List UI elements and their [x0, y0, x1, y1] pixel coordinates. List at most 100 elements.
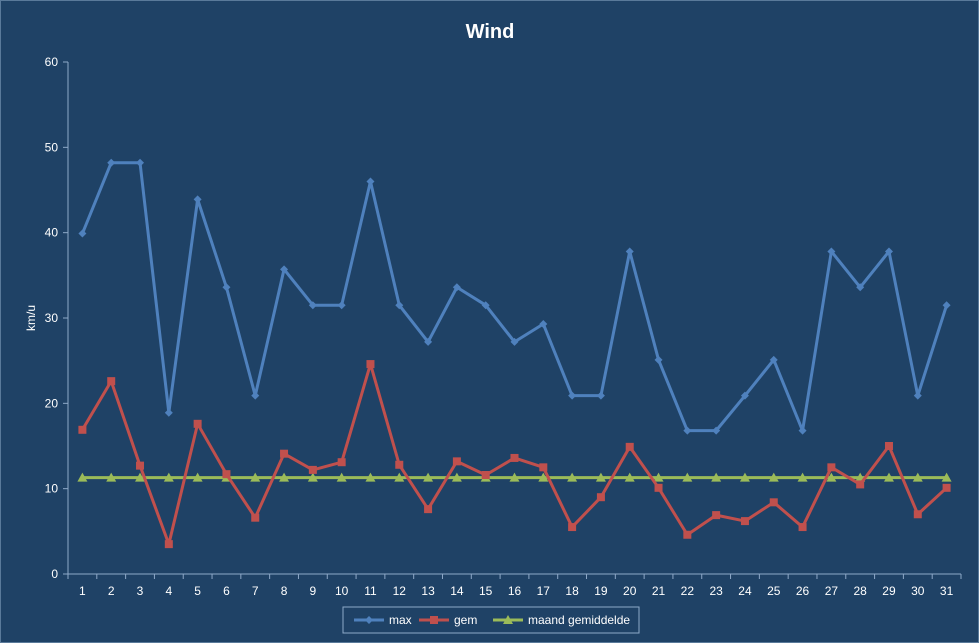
x-tick-label: 26: [796, 584, 810, 598]
data-point-maand-gemiddelde: [279, 472, 290, 482]
data-point-gem: [539, 463, 548, 472]
data-point-max: [395, 301, 404, 310]
data-point-gem: [424, 505, 433, 514]
data-point-maand-gemiddelde: [77, 472, 88, 482]
data-point-gem: [568, 523, 577, 532]
x-tick-label: 15: [479, 584, 493, 598]
data-point-gem: [280, 449, 289, 458]
y-tick-label: 20: [45, 396, 59, 410]
data-point-gem: [683, 530, 692, 539]
x-tick-label: 28: [853, 584, 867, 598]
data-point-gem: [193, 419, 202, 428]
data-point-max: [107, 158, 116, 167]
y-tick-label: 10: [45, 482, 59, 496]
data-point-maand-gemiddelde: [711, 472, 722, 482]
data-point-max: [481, 301, 490, 310]
data-point-gem: [856, 480, 865, 489]
x-tick-label: 24: [738, 584, 752, 598]
data-point-max: [452, 283, 461, 292]
legend-marker: [430, 616, 438, 624]
legend-label: gem: [454, 613, 477, 627]
data-point-maand-gemiddelde: [365, 472, 376, 482]
data-point-gem: [625, 442, 634, 451]
x-tick-label: 13: [421, 584, 435, 598]
data-point-max: [913, 391, 922, 400]
data-point-max: [827, 247, 836, 256]
data-point-gem: [136, 461, 145, 470]
x-tick-label: 10: [335, 584, 349, 598]
x-tick-label: 12: [393, 584, 407, 598]
legend: max gem maand gemiddelde: [342, 606, 640, 634]
data-point-max: [510, 337, 519, 346]
data-point-gem: [366, 360, 375, 369]
data-point-gem: [654, 483, 663, 492]
x-tick-label: 3: [137, 584, 144, 598]
data-point-maand-gemiddelde: [394, 472, 405, 482]
x-tick-label: 1: [79, 584, 86, 598]
data-point-max: [683, 426, 692, 435]
legend-marker: [503, 615, 513, 624]
legend-marker: [365, 616, 373, 624]
x-tick-label: 2: [108, 584, 115, 598]
data-point-maand-gemiddelde: [451, 472, 462, 482]
data-point-max: [222, 283, 231, 292]
data-point-max: [942, 301, 951, 310]
x-tick-label: 20: [623, 584, 637, 598]
data-point-max: [856, 283, 865, 292]
data-point-gem: [798, 523, 807, 532]
data-point-gem: [337, 458, 346, 467]
data-point-gem: [740, 517, 749, 526]
data-point-max: [424, 337, 433, 346]
x-tick-label: 7: [252, 584, 259, 598]
data-point-gem: [712, 511, 721, 520]
x-tick-label: 14: [450, 584, 464, 598]
data-point-maand-gemiddelde: [106, 472, 117, 482]
data-point-gem: [452, 457, 461, 466]
data-point-max: [740, 391, 749, 400]
data-point-max: [712, 426, 721, 435]
y-tick-label: 50: [45, 140, 59, 154]
x-tick-label: 19: [594, 584, 608, 598]
data-point-maand-gemiddelde: [567, 472, 578, 482]
data-point-maand-gemiddelde: [797, 472, 808, 482]
y-tick-label: 30: [45, 311, 59, 325]
data-point-max: [798, 426, 807, 435]
data-point-gem: [827, 463, 836, 472]
data-point-max: [568, 391, 577, 400]
x-tick-label: 11: [364, 584, 377, 598]
data-point-max: [193, 195, 202, 204]
data-point-gem: [884, 442, 893, 450]
data-point-max: [78, 229, 87, 238]
x-tick-label: 27: [825, 584, 839, 598]
data-point-max: [654, 355, 663, 364]
chart-title: Wind: [466, 21, 515, 43]
series-line-max: [81, 161, 949, 433]
x-tick-label: 22: [681, 584, 695, 598]
data-point-gem: [308, 465, 317, 474]
data-point-maand-gemiddelde: [826, 472, 837, 482]
data-point-maand-gemiddelde: [624, 472, 635, 482]
x-tick-label: 31: [940, 584, 954, 598]
legend-label: max: [389, 613, 412, 627]
legend-box: [342, 606, 640, 634]
data-point-maand-gemiddelde: [682, 472, 693, 482]
x-tick-label: 17: [537, 584, 551, 598]
data-point-maand-gemiddelde: [941, 472, 952, 482]
data-point-gem: [251, 513, 260, 522]
x-tick-label: 5: [194, 584, 201, 598]
data-point-maand-gemiddelde: [538, 472, 549, 482]
y-tick-label: 40: [45, 226, 59, 240]
data-point-max: [337, 301, 346, 310]
data-point-max: [308, 301, 317, 310]
data-point-gem: [395, 460, 404, 469]
x-tick-label: 29: [882, 584, 896, 598]
data-point-gem: [942, 483, 951, 492]
data-point-max: [136, 158, 145, 167]
data-point-maand-gemiddelde: [336, 472, 347, 482]
data-point-gem: [78, 425, 87, 434]
x-tick-label: 4: [165, 584, 172, 598]
data-point-max: [596, 391, 605, 400]
